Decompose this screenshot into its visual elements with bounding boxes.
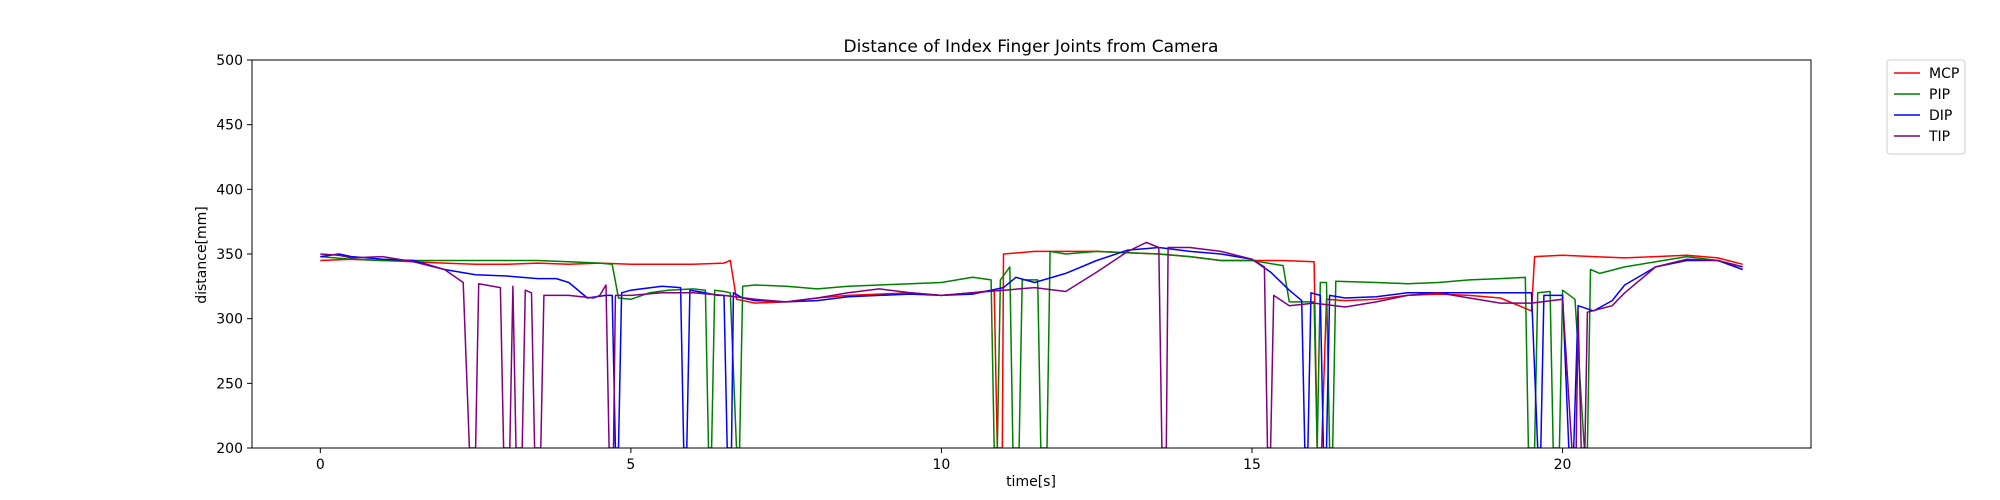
series-line-dip <box>320 246 1743 448</box>
x-axis-title: time[s] <box>1006 474 1056 490</box>
legend-label-mcp: MCP <box>1929 66 1959 82</box>
chart-title: Distance of Index Finger Joints from Cam… <box>844 37 1219 57</box>
x-tick-label: 5 <box>626 457 635 473</box>
y-tick-label: 200 <box>216 441 243 457</box>
y-axis-title: distance[mm] <box>194 206 210 304</box>
y-tick-label: 500 <box>216 53 243 69</box>
legend-label-pip: PIP <box>1929 87 1950 103</box>
series-line-tip <box>320 241 1743 448</box>
legend: MCP PIP DIP TIP <box>1886 59 1966 155</box>
y-tick-label: 450 <box>216 118 243 134</box>
x-tick-label: 20 <box>1554 457 1572 473</box>
y-axis: 200 250 300 350 400 450 500 <box>216 53 252 457</box>
y-tick-label: 300 <box>216 312 243 328</box>
x-tick-label: 0 <box>316 457 325 473</box>
series-line-pip <box>320 250 1743 448</box>
plot-area <box>251 59 1812 449</box>
y-tick-label: 400 <box>216 182 243 198</box>
legend-label-tip: TIP <box>1928 129 1950 145</box>
x-tick-label: 10 <box>933 457 951 473</box>
x-axis: 0 5 10 15 20 <box>316 448 1572 473</box>
y-tick-label: 350 <box>216 247 243 263</box>
legend-label-dip: DIP <box>1929 108 1952 124</box>
legend-box <box>1886 59 1966 155</box>
y-tick-label: 250 <box>216 376 243 392</box>
x-tick-label: 15 <box>1243 457 1261 473</box>
